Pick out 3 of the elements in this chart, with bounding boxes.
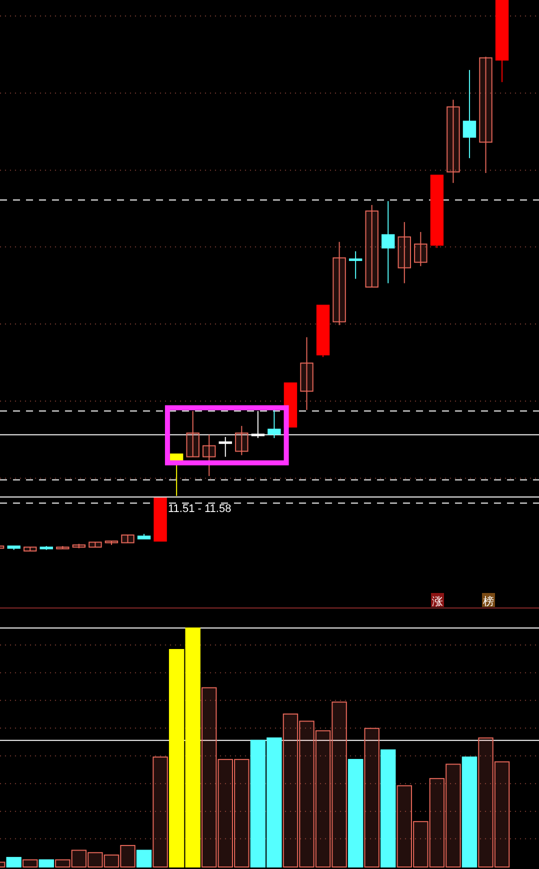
annotation: 11.51 - 11.58 [168,503,232,515]
text: 涨 [432,595,443,608]
text: 榜 [483,595,494,608]
